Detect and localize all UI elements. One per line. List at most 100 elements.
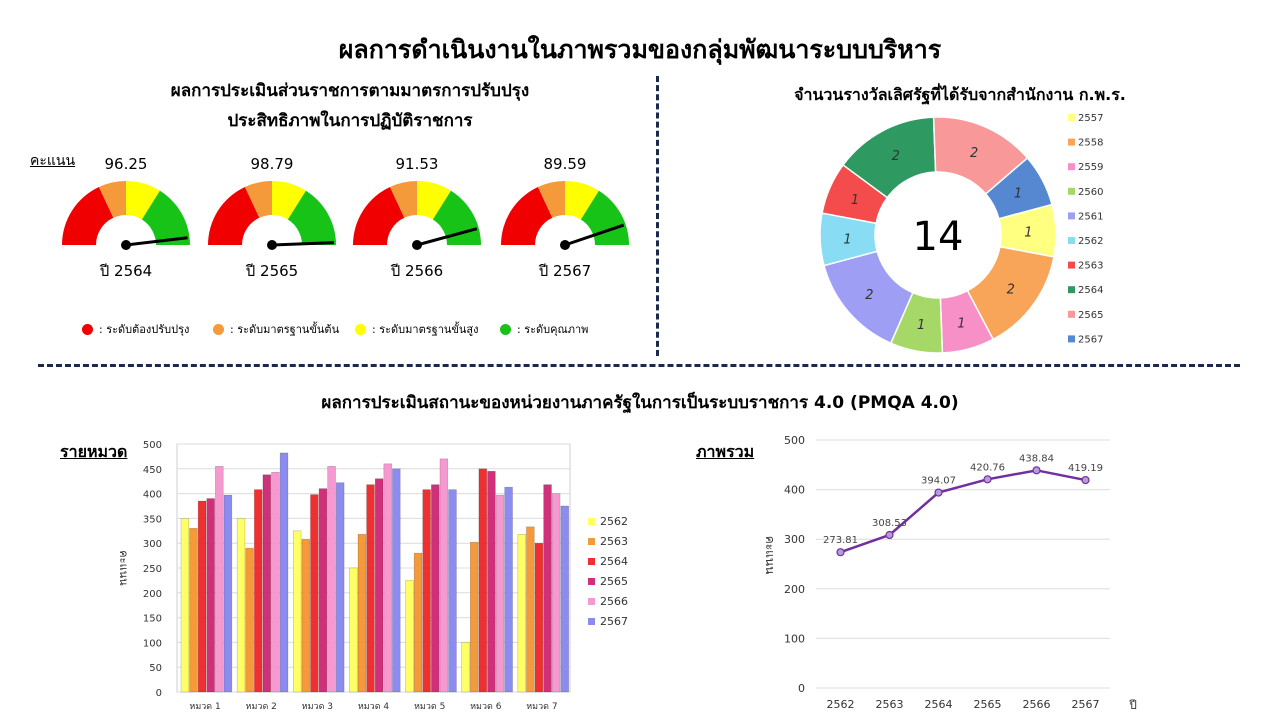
- gauge-year-label: ปี 2565: [245, 262, 298, 280]
- y-tick-label: 100: [143, 638, 162, 649]
- x-tick-label: หมวด 5: [414, 702, 445, 712]
- y-tick-label: 300: [784, 533, 805, 546]
- y-tick-label: 450: [143, 465, 162, 476]
- x-tick-label: 2566: [1023, 698, 1051, 711]
- data-label: 273.81: [823, 535, 858, 546]
- gauge-zone: [244, 181, 272, 218]
- bar: [349, 567, 358, 693]
- legend-item: : ระดับต้องปรับปรุง: [82, 320, 189, 338]
- donut-slice: [984, 156, 1053, 220]
- legend-item: : ระดับมาตรฐานขั้นสูง: [355, 320, 479, 338]
- legend-label: 2559: [1078, 162, 1103, 173]
- bar-chart-label: รายหมวด: [60, 442, 128, 461]
- bar: [560, 505, 569, 693]
- gauge-year-label: ปี 2564: [99, 262, 152, 280]
- x-tick-label: หมวด 2: [246, 702, 277, 712]
- gauge-zone: [141, 190, 190, 245]
- legend-swatch: [1068, 286, 1075, 294]
- legend-label: 2563: [1078, 261, 1103, 272]
- gauge-score-value: 89.59: [544, 155, 587, 173]
- x-tick-label: 2563: [876, 698, 904, 711]
- legend-swatch: [1068, 310, 1075, 318]
- bar-chart: 0 50 100 150 200 250 300 350 400 450 500 คะแนนหมวด …: [117, 440, 628, 712]
- legend-swatch: [1068, 114, 1075, 121]
- legend-swatch: [588, 578, 595, 585]
- x-tick-label: หมวด 3: [302, 702, 333, 712]
- legend-swatch: [1068, 237, 1075, 244]
- legend-dot: [213, 323, 224, 335]
- donut-slice-label: 2: [892, 149, 900, 164]
- bar: [431, 484, 440, 693]
- bar: [223, 494, 233, 693]
- legend-swatch: [588, 598, 595, 605]
- gauge-needle: [564, 223, 625, 247]
- legend-label: : ระดับมาตรฐานขั้นต้น: [230, 323, 340, 336]
- bar: [197, 500, 207, 693]
- bar: [422, 489, 431, 693]
- legend-label: 2567: [1078, 334, 1103, 345]
- bar: [245, 547, 254, 693]
- legend-label: 2560: [1078, 187, 1103, 198]
- x-tick-label: หมวด 6: [470, 702, 502, 712]
- donut-slice-label: 1: [851, 193, 859, 208]
- bar: [327, 466, 336, 693]
- legend-swatch: [1068, 138, 1075, 146]
- y-tick-label: 500: [784, 434, 805, 447]
- legend-dot: [355, 323, 366, 335]
- bar: [215, 466, 224, 693]
- legend-label: 2565: [1078, 310, 1103, 321]
- bar: [439, 458, 449, 693]
- legend-dot: [500, 323, 511, 335]
- bar: [470, 541, 479, 693]
- donut-section-title: จำนวนรางวัลเลิศรัฐที่ได้รับจากสำนักงาน ก…: [794, 85, 1126, 104]
- gauge-zone: [580, 190, 629, 245]
- bar: [292, 530, 302, 693]
- y-tick-label: 100: [784, 632, 805, 645]
- y-tick-label: 150: [143, 614, 162, 625]
- y-tick-label: 0: [156, 688, 162, 699]
- bar: [374, 478, 384, 693]
- legend-label: 2561: [1078, 211, 1103, 222]
- legend-label: 2562: [1078, 236, 1103, 247]
- legend-swatch: [588, 558, 595, 565]
- bar: [551, 493, 561, 693]
- legend-label: 2564: [1078, 285, 1103, 296]
- bar: [301, 538, 310, 693]
- legend-label: 2557: [1078, 113, 1103, 124]
- bar: [310, 494, 319, 693]
- bar: [413, 552, 423, 693]
- bar: [478, 468, 488, 693]
- bar: [487, 470, 496, 693]
- gauge-score-value: 91.53: [396, 155, 439, 173]
- gauge-hub: [267, 240, 277, 250]
- gauge-title-line-1: ผลการประเมินส่วนราชการตามมาตรการปรับปรุง: [170, 81, 530, 101]
- legend-label: 2558: [1078, 138, 1103, 149]
- gauge-zone: [417, 181, 451, 220]
- data-point: [934, 488, 943, 497]
- y-tick-label: 400: [784, 484, 805, 497]
- donut-chart: 1 2 1 1 2 1 1 2 2 1 14: [819, 116, 1057, 354]
- y-axis-label: คะแนน: [763, 536, 777, 575]
- bar: [318, 488, 328, 693]
- data-point: [836, 548, 845, 557]
- y-tick-label: 0: [798, 682, 805, 695]
- gauge-hub: [121, 240, 131, 250]
- donut-slice-label: 1: [1024, 226, 1032, 241]
- legend-swatch: [1068, 163, 1075, 171]
- gauge-hub: [412, 240, 422, 250]
- donut-legend: 2557 2558 2559 2560 2561 2562 2563 2564 2565 2567: [1068, 113, 1103, 345]
- donut-slice-label: 2: [865, 288, 873, 303]
- legend-label: 2567: [600, 615, 628, 628]
- legend-swatch: [1068, 261, 1075, 269]
- legend-swatch: [1068, 335, 1075, 343]
- gauge-zone: [501, 186, 553, 245]
- series-line: [840, 469, 1086, 554]
- gauge-title-line-2: ประสิทธิภาพในการปฏิบัติราชการ: [227, 111, 473, 131]
- donut-slice-label: 2: [1007, 283, 1015, 298]
- bar: [279, 452, 289, 693]
- x-tick-label: หมวด 4: [358, 702, 390, 712]
- bar: [405, 580, 414, 693]
- donut-slice-label: 1: [843, 232, 851, 247]
- bar: [335, 482, 345, 693]
- bar: [262, 474, 272, 693]
